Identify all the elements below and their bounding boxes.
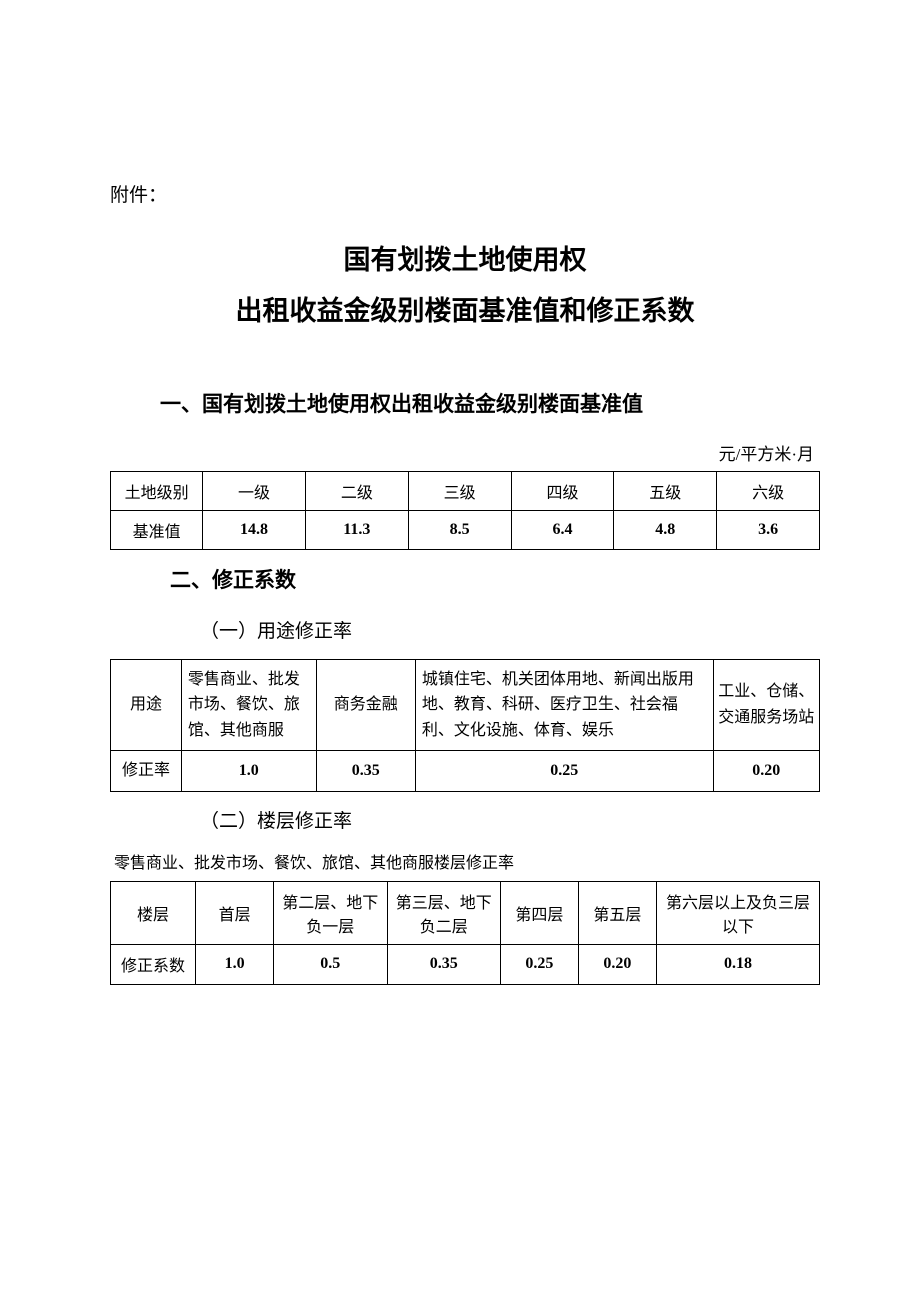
level-cell: 六级: [717, 471, 820, 510]
coeff-cell: 0.25: [500, 944, 578, 984]
section1-heading: 一、国有划拨土地使用权出租收益金级别楼面基准值: [110, 388, 820, 418]
floor-cell: 第五层: [578, 881, 656, 944]
floor-cell: 第四层: [500, 881, 578, 944]
level-cell: 三级: [408, 471, 511, 510]
section1-unit: 元/平方米·月: [110, 440, 820, 465]
floor-cell: 第六层以上及负三层以下: [656, 881, 819, 944]
main-title-line1: 国有划拨土地使用权: [110, 235, 820, 286]
floor-table: 楼层 首层 第二层、地下负一层 第三层、地下负二层 第四层 第五层 第六层以上及…: [110, 881, 820, 985]
floor-cell: 第三层、地下负二层: [387, 881, 500, 944]
usage-cell: 商务金融: [316, 659, 415, 751]
baseline-table: 土地级别 一级 二级 三级 四级 五级 六级 基准值 14.8 11.3 8.5…: [110, 471, 820, 550]
usage-cell: 零售商业、批发市场、餐饮、旅馆、其他商服: [181, 659, 316, 751]
rate-cell: 0.35: [316, 751, 415, 792]
usage-cell: 城镇住宅、机关团体用地、新闻出版用地、教育、科研、医疗卫生、社会福利、文化设施、…: [415, 659, 713, 751]
coeff-cell: 0.20: [578, 944, 656, 984]
rate-cell: 0.25: [415, 751, 713, 792]
level-cell: 二级: [305, 471, 408, 510]
level-cell: 四级: [511, 471, 614, 510]
main-title: 国有划拨土地使用权 出租收益金级别楼面基准值和修正系数: [110, 235, 820, 338]
level-cell: 一级: [203, 471, 306, 510]
table-row: 土地级别 一级 二级 三级 四级 五级 六级: [111, 471, 820, 510]
sub2-caption: 零售商业、批发市场、餐饮、旅馆、其他商服楼层修正率: [110, 849, 820, 873]
main-title-line2: 出租收益金级别楼面基准值和修正系数: [110, 286, 820, 337]
floor-cell: 第二层、地下负一层: [274, 881, 387, 944]
coeff-cell: 0.18: [656, 944, 819, 984]
value-cell: 14.8: [203, 510, 306, 549]
row-label: 用途: [111, 659, 182, 751]
coeff-cell: 0.35: [387, 944, 500, 984]
value-cell: 8.5: [408, 510, 511, 549]
level-cell: 五级: [614, 471, 717, 510]
row-label: 修正率: [111, 751, 182, 792]
attachment-label: 附件：: [110, 180, 820, 207]
coeff-cell: 1.0: [196, 944, 274, 984]
coeff-cell: 0.5: [274, 944, 387, 984]
table-row: 修正率 1.0 0.35 0.25 0.20: [111, 751, 820, 792]
rate-cell: 0.20: [713, 751, 819, 792]
row-label: 土地级别: [111, 471, 203, 510]
table-row: 楼层 首层 第二层、地下负一层 第三层、地下负二层 第四层 第五层 第六层以上及…: [111, 881, 820, 944]
section2-heading: 二、修正系数: [110, 564, 820, 594]
floor-cell: 首层: [196, 881, 274, 944]
sub2-heading: （二）楼层修正率: [110, 806, 820, 833]
usage-table: 用途 零售商业、批发市场、餐饮、旅馆、其他商服 商务金融 城镇住宅、机关团体用地…: [110, 659, 820, 792]
table-row: 用途 零售商业、批发市场、餐饮、旅馆、其他商服 商务金融 城镇住宅、机关团体用地…: [111, 659, 820, 751]
value-cell: 11.3: [305, 510, 408, 549]
table-row: 修正系数 1.0 0.5 0.35 0.25 0.20 0.18: [111, 944, 820, 984]
table-row: 基准值 14.8 11.3 8.5 6.4 4.8 3.6: [111, 510, 820, 549]
usage-cell: 工业、仓储、交通服务场站: [713, 659, 819, 751]
sub1-heading: （一）用途修正率: [110, 616, 820, 643]
value-cell: 4.8: [614, 510, 717, 549]
rate-cell: 1.0: [181, 751, 316, 792]
row-label: 修正系数: [111, 944, 196, 984]
value-cell: 3.6: [717, 510, 820, 549]
row-label: 基准值: [111, 510, 203, 549]
value-cell: 6.4: [511, 510, 614, 549]
row-label: 楼层: [111, 881, 196, 944]
